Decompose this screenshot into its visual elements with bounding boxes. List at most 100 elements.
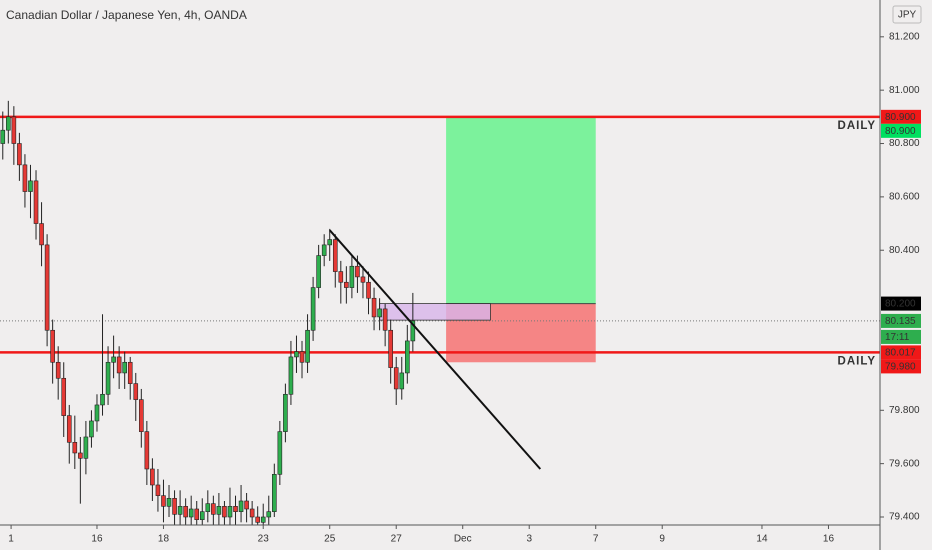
candle-body (327, 239, 333, 246)
candle-body (299, 351, 305, 363)
candle-body (205, 503, 211, 512)
candle-body (6, 116, 11, 131)
candle-body (405, 340, 410, 374)
y-tick-label: 80.400 (889, 245, 920, 256)
candle-body (155, 484, 161, 496)
candle-body (211, 503, 216, 515)
candle-body (377, 308, 382, 318)
y-tick-label: 80.600 (889, 192, 920, 203)
candle-body (55, 361, 61, 379)
y-tick-label: 80.800 (889, 138, 920, 149)
price-label: 80.900 (885, 112, 916, 123)
price-label: 79.980 (885, 362, 916, 373)
x-tick-label: 25 (324, 534, 336, 545)
level-label: DAILY (838, 120, 876, 132)
candle-body (399, 372, 405, 390)
x-tick-label: 27 (391, 534, 403, 545)
x-tick-label: 16 (823, 534, 835, 545)
candle-body (199, 511, 205, 520)
y-tick-label: 79.600 (889, 458, 920, 469)
countdown-box (881, 329, 921, 344)
candle-body (177, 506, 183, 515)
candle-body (44, 244, 50, 331)
candle-body (388, 329, 393, 368)
candle-body (133, 383, 139, 400)
price-label: 80.900 (885, 126, 916, 137)
candle-body (28, 180, 33, 192)
candle-body (283, 393, 288, 432)
candle-body (288, 356, 294, 395)
level-label: DAILY (838, 355, 876, 367)
candle-body (360, 276, 366, 283)
currency-label[interactable]: JPY (898, 10, 917, 21)
candle-body (338, 271, 344, 283)
candle-body (277, 431, 283, 475)
x-tick-label: 1 (8, 534, 14, 545)
candle-body (216, 506, 222, 515)
candle-body (33, 180, 39, 224)
candle-body (166, 498, 172, 507)
candle-body (249, 508, 255, 518)
candle-body (11, 116, 17, 144)
candle-body (111, 356, 116, 363)
candle-body (66, 415, 72, 443)
x-tick-label: 23 (258, 534, 270, 545)
candle-body (272, 474, 277, 512)
candle-body (260, 516, 266, 523)
price-label: 80.200 (885, 299, 916, 310)
candle-body (344, 281, 349, 288)
candle-body (150, 468, 155, 486)
candle-body (72, 442, 78, 454)
candle-body (183, 506, 188, 518)
candle-body (194, 508, 200, 520)
candle-body (410, 320, 416, 342)
candle-body (161, 495, 166, 507)
candle-body (100, 393, 105, 406)
countdown-label: 17:11 (885, 332, 910, 343)
candle-body (144, 431, 150, 470)
candle-body (22, 164, 28, 192)
candle-body (255, 516, 260, 523)
candle-body (0, 129, 6, 144)
candle-body (310, 287, 316, 331)
profit-zone (446, 116, 596, 304)
x-tick-label: 7 (593, 534, 599, 545)
candle-body (50, 329, 55, 363)
candle-body (94, 404, 100, 422)
currency-button[interactable] (892, 5, 922, 24)
plot-area (0, 100, 880, 525)
candle-body (355, 265, 360, 278)
price-label: 80.017 (885, 348, 916, 359)
y-tick-label: 81.000 (889, 85, 920, 96)
x-tick-label: 9 (659, 534, 665, 545)
candle-body (78, 452, 83, 459)
candle-body (222, 506, 227, 518)
candle-body (238, 500, 244, 512)
candle-body (382, 308, 388, 331)
price-label-box (881, 296, 921, 311)
price-label-box (881, 123, 921, 138)
y-tick-label: 79.800 (889, 405, 920, 416)
y-tick-label: 79.400 (889, 512, 920, 523)
candle-body (17, 143, 22, 166)
candle-body (61, 377, 67, 416)
x-tick-label: 16 (91, 534, 103, 545)
candle-body (39, 223, 44, 246)
candle-body (371, 297, 377, 318)
x-tick-label: Dec (454, 534, 472, 545)
candle-body (116, 356, 122, 374)
candle-body (122, 361, 127, 374)
chart-title: Canadian Dollar / Japanese Yen, 4h, OAND… (6, 8, 247, 22)
candle-body (366, 281, 371, 299)
candle-body (305, 329, 310, 363)
candle-body (393, 367, 399, 390)
candle-body (89, 420, 94, 438)
price-label-box (881, 345, 921, 360)
candle-body (139, 399, 144, 432)
candle-body (266, 511, 272, 518)
price-label: 80.135 (885, 316, 916, 327)
candle-body (127, 361, 133, 384)
candle-body (294, 351, 299, 358)
